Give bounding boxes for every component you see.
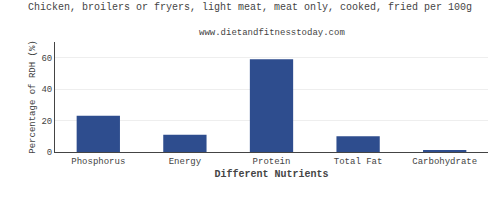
svg-text:Percentage of RDH (%): Percentage of RDH (%) bbox=[28, 40, 38, 153]
svg-text:40: 40 bbox=[41, 85, 52, 95]
svg-text:20: 20 bbox=[41, 117, 52, 127]
svg-text:Energy: Energy bbox=[169, 157, 202, 167]
svg-text:Chicken, broilers or fryers, l: Chicken, broilers or fryers, light meat,… bbox=[28, 2, 472, 13]
svg-text:Different Nutrients: Different Nutrients bbox=[214, 169, 328, 180]
svg-text:Protein: Protein bbox=[253, 157, 291, 167]
svg-text:60: 60 bbox=[41, 54, 52, 64]
svg-text:www.dietandfitnesstoday.com: www.dietandfitnesstoday.com bbox=[199, 28, 345, 38]
svg-text:Carbohydrate: Carbohydrate bbox=[412, 157, 477, 167]
svg-text:Phosphorus: Phosphorus bbox=[71, 157, 125, 167]
svg-text:0: 0 bbox=[47, 148, 52, 158]
svg-text:Total Fat: Total Fat bbox=[334, 157, 383, 167]
